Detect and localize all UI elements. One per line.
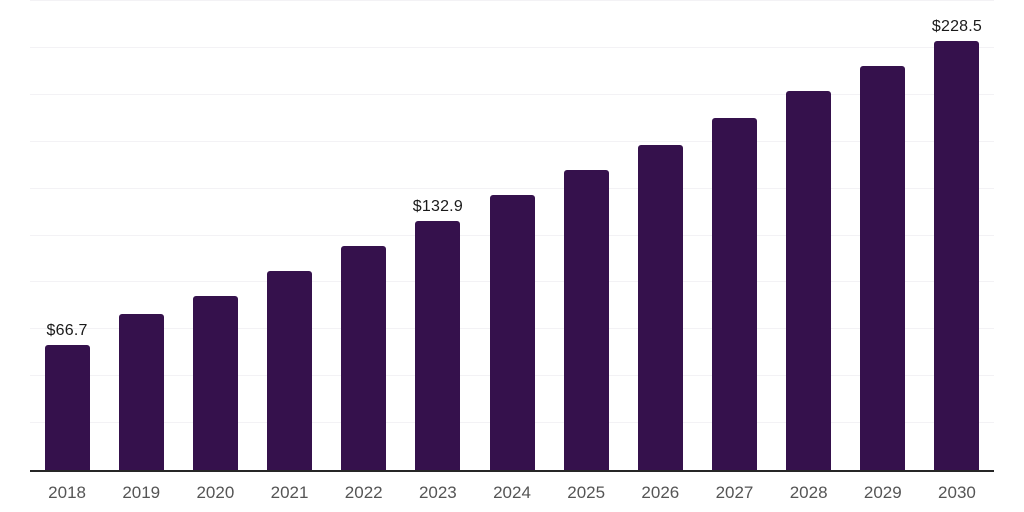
x-tick-label-2019: 2019: [122, 483, 161, 502]
bar-slot-2024: [475, 1, 549, 470]
x-tick-label-2022: 2022: [344, 483, 383, 502]
bar-slot-2022: [327, 1, 401, 470]
x-tick-label-2020: 2020: [196, 483, 235, 502]
bar-slot-2023: $132.9: [401, 1, 475, 470]
bar-value-label-2030: $228.5: [931, 18, 983, 36]
x-tick-label-2021: 2021: [270, 483, 309, 502]
x-tick-label-2025: 2025: [567, 483, 606, 502]
bar-2029: [860, 66, 906, 470]
bar-slot-2021: [252, 1, 326, 470]
gridline-225: [30, 46, 994, 48]
bar-slot-2026: [623, 1, 697, 470]
bar-2024: [489, 195, 535, 470]
bar-2020: [192, 296, 238, 470]
x-tick-label-2018: 2018: [48, 483, 86, 502]
bar-2018: $66.7: [44, 322, 90, 470]
x-tick-label-2027: 2027: [715, 483, 754, 502]
x-tick-label-2023: 2023: [418, 483, 457, 502]
bar-2028: [786, 91, 832, 470]
bar-2025: [563, 170, 609, 470]
gridline-150: [30, 187, 994, 189]
gridline-175: [30, 140, 994, 142]
bars-container: $66.7 $132.9 $228.5: [30, 1, 994, 470]
x-tick-label-2030: 2030: [938, 483, 976, 502]
bar-2022: [341, 245, 387, 470]
bar-2026: [637, 144, 683, 470]
bar-slot-2027: [697, 1, 771, 470]
gridline-250: [30, 0, 994, 1]
gridline-200: [30, 93, 994, 95]
x-tick-label-2026: 2026: [641, 483, 680, 502]
bar-2023: $132.9: [413, 198, 463, 470]
bar-value-label-2018: $66.7: [46, 321, 88, 339]
bar-slot-2030: $228.5: [920, 1, 994, 470]
bar-2027: [711, 117, 757, 470]
bar-slot-2018: $66.7: [30, 1, 104, 470]
x-tick-label-2024: 2024: [493, 483, 531, 502]
bar-value-label-2023: $132.9: [412, 197, 463, 215]
x-axis-labels: 2018 2019 2020 2021 2022 2023 2024 2025 2026 2027…: [30, 481, 994, 505]
bar-2030: $228.5: [932, 18, 982, 470]
bar-2019: [118, 314, 164, 470]
plot-area: $66.7 $132.9 $228.5: [30, 0, 994, 472]
x-tick-label-2029: 2029: [863, 483, 902, 502]
bar-slot-2019: [104, 1, 178, 470]
x-tick-label-2028: 2028: [789, 483, 828, 502]
bar-slot-2020: [178, 1, 252, 470]
bar-slot-2028: [772, 1, 846, 470]
bar-slot-2029: [846, 1, 920, 470]
bar-2021: [267, 270, 313, 470]
bar-slot-2025: [549, 1, 623, 470]
